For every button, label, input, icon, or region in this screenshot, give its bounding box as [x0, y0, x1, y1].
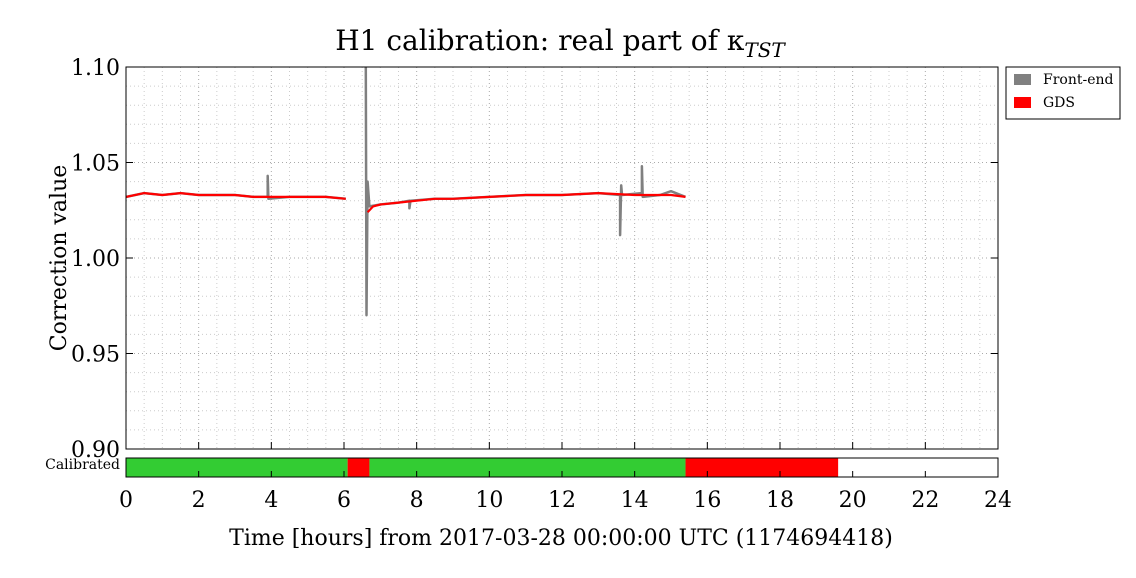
calibrated-segment-uncalibrated: [347, 458, 370, 477]
legend-label-front-end: Front-end: [1043, 72, 1114, 88]
x-tick-label: 14: [621, 488, 649, 513]
legend: Front-end GDS: [1005, 66, 1121, 120]
calibrated-segment-calibrated: [369, 458, 686, 477]
grid: [126, 67, 998, 449]
x-tick-label: 12: [548, 488, 576, 513]
series-line-gds: [366, 192, 686, 213]
legend-swatch-gds: [1014, 97, 1031, 108]
chart-title-text: H1 calibration: real part of κ: [335, 24, 745, 57]
x-tick-label: 16: [693, 488, 721, 513]
x-tick-label: 10: [475, 488, 503, 513]
x-tick-label: 20: [839, 488, 867, 513]
chart-title-subscript: TST: [744, 38, 786, 62]
calibrated-segment-uncalibrated: [685, 458, 839, 477]
chart-title: H1 calibration: real part of κTST: [335, 24, 786, 62]
x-tick-label: 8: [410, 488, 424, 513]
y-tick-label: 0.95: [71, 343, 120, 368]
x-tick-label: 22: [911, 488, 939, 513]
y-tick-label: 1.05: [71, 152, 120, 177]
calibrated-segment-calibrated: [126, 458, 348, 477]
legend-swatch-front-end: [1014, 74, 1031, 85]
legend-label-gds: GDS: [1043, 95, 1075, 111]
x-tick-label: 18: [766, 488, 794, 513]
y-tick-label: 1.00: [71, 247, 120, 272]
y-ticks: 1.10 1.05 1.00 0.95 0.90: [71, 56, 998, 463]
x-axis-label: Time [hours] from 2017-03-28 00:00:00 UT…: [229, 526, 893, 551]
x-ticks: 0 2 4 6 8 10 12 14 16 18 20 22 24: [119, 442, 1012, 513]
y-axis-label: Correction value: [47, 165, 72, 352]
x-tick-label: 0: [119, 488, 133, 513]
x-tick-label: 4: [264, 488, 278, 513]
calibrated-bar-label: Calibrated: [45, 457, 120, 473]
series-layer: [125, 66, 686, 317]
x-tick-label: 2: [192, 488, 206, 513]
y-tick-label: 0.90: [71, 438, 120, 463]
x-tick-label: 6: [337, 488, 351, 513]
x-tick-label: 24: [984, 488, 1012, 513]
series-line-gds: [125, 192, 346, 200]
y-tick-label: 1.10: [71, 56, 120, 81]
